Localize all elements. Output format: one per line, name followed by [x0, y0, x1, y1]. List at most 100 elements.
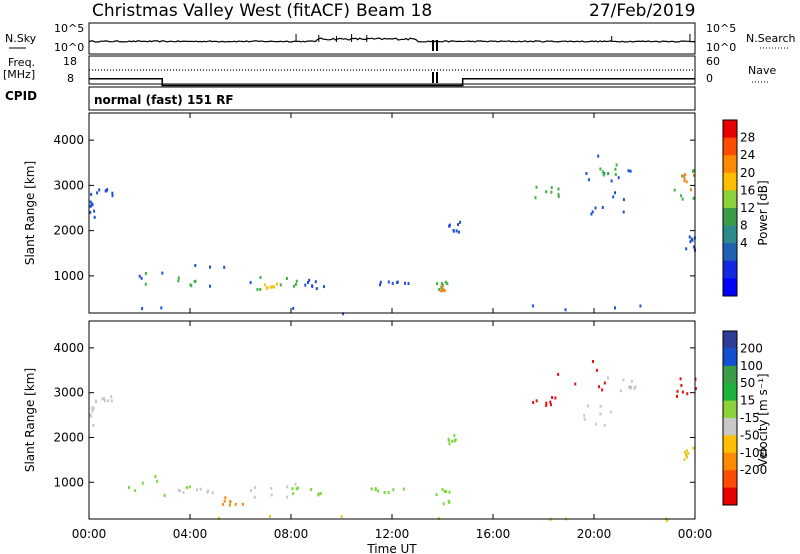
- colorbar-swatch: [723, 487, 737, 506]
- colorbar-swatch: [723, 365, 737, 384]
- range-gate-cell: [275, 282, 278, 286]
- colorbar-swatch: [723, 331, 737, 349]
- range-gate-cell: [612, 195, 615, 199]
- range-gate-cell: [103, 399, 106, 403]
- range-gate-cell: [295, 487, 298, 491]
- range-gate-cell: [103, 397, 105, 400]
- range-gate-cell: [692, 196, 695, 200]
- noise-spikes: [295, 34, 691, 42]
- range-gate-cell: [391, 281, 394, 285]
- range-gate-cell: [457, 223, 459, 227]
- range-gate-cell: [387, 491, 390, 494]
- range-gate-cell: [286, 485, 289, 489]
- x-tick-label: 00:00: [72, 527, 107, 541]
- range-gate-cell: [583, 417, 586, 421]
- colorbar-swatch: [723, 260, 737, 279]
- colorbar-swatch: [723, 137, 737, 156]
- y-tick-label: 1000: [53, 475, 84, 489]
- range-gate-cell: [453, 434, 456, 437]
- range-gate-cell: [681, 174, 684, 178]
- power-scatter: [89, 154, 696, 316]
- range-gate-cell: [594, 206, 597, 210]
- range-gate-cell: [686, 455, 689, 459]
- colorbar-tick-label: 15: [740, 394, 755, 408]
- colorbar-swatch: [723, 348, 737, 367]
- range-gate-cell: [602, 173, 605, 177]
- freq-label-top: Freq.: [8, 56, 35, 69]
- time-x-ticks: 00:00 04:00 08:00 12:00 16:00 20:00 00:00: [72, 113, 713, 541]
- range-gate-cell: [435, 493, 438, 497]
- range-gate-cell: [444, 280, 447, 284]
- colorbar-tick-label: 28: [740, 131, 755, 145]
- range-gate-cell: [379, 280, 382, 284]
- colorbar-tick-label: 200: [740, 341, 763, 355]
- range-gate-cell: [549, 400, 552, 404]
- range-gate-cell: [601, 206, 604, 209]
- colorbar-tick-label: -100: [740, 446, 767, 460]
- range-gate-cell: [597, 154, 600, 158]
- range-gate-cell: [91, 409, 94, 413]
- y-tick-label: 4000: [53, 133, 84, 147]
- range-gate-cell: [587, 178, 590, 182]
- range-gate-cell: [140, 276, 143, 280]
- range-gate-cell: [229, 500, 232, 504]
- power-colorbar: 28 24 20 16 12 8 4: [722, 119, 755, 297]
- range-gate-cell: [392, 488, 395, 492]
- colorbar-swatch: [723, 278, 737, 297]
- colorbar-swatch: [723, 190, 737, 209]
- x-tick-label: 08:00: [274, 527, 309, 541]
- range-gate-cell: [459, 220, 461, 224]
- range-gate-cell: [141, 307, 144, 311]
- range-gate-cell: [557, 187, 560, 191]
- range-gate-cell: [315, 287, 318, 291]
- range-gate-cell: [443, 489, 446, 493]
- range-gate-cell: [557, 192, 560, 196]
- range-gate-cell: [224, 496, 227, 500]
- range-gate-cell: [304, 283, 307, 287]
- range-gate-cell: [144, 272, 147, 275]
- colorbar-frame: [722, 330, 738, 506]
- y-tick-label: 3000: [53, 386, 84, 400]
- range-gate-cell: [447, 438, 450, 442]
- range-gate-cell: [110, 399, 113, 403]
- noise-left-label: N.Sky: [5, 32, 37, 45]
- colorbar-swatch: [723, 243, 737, 262]
- range-gate-cell: [688, 235, 691, 239]
- range-gate-cell: [681, 390, 684, 394]
- range-gate-cell: [692, 245, 695, 249]
- colorbar-tick-label: -200: [740, 463, 767, 477]
- range-gate-cell: [622, 198, 625, 202]
- range-gate-cell: [141, 481, 144, 485]
- range-gate-cell: [690, 188, 692, 192]
- range-gate-cell: [694, 387, 697, 391]
- colorbar-tick-label: 4: [740, 236, 748, 250]
- range-gate-cell: [107, 399, 110, 403]
- nave-label: Nave: [748, 64, 776, 77]
- range-gate-cell: [253, 495, 256, 499]
- colorbar-tick-label: 100: [740, 359, 763, 373]
- range-gate-cell: [110, 395, 113, 399]
- range-gate-cell: [599, 404, 602, 408]
- range-gate-cell: [692, 446, 695, 450]
- range-gate-cell: [545, 190, 548, 194]
- range-gate-cell: [685, 180, 688, 184]
- range-gate-cell: [89, 200, 92, 204]
- range-gate-cell: [292, 306, 295, 310]
- range-gate-cell: [535, 185, 538, 189]
- range-gate-cell: [259, 287, 262, 291]
- x-tick-label: 00:00: [678, 527, 713, 541]
- colorbar-tick-label: 50: [740, 376, 755, 390]
- range-gate-cell: [615, 163, 618, 167]
- colorbar-tick-label: 24: [740, 148, 755, 162]
- range-gate-cell: [222, 502, 225, 506]
- range-gate-cell: [209, 265, 211, 269]
- range-gate-cell: [402, 487, 405, 491]
- range-gate-cell: [209, 284, 211, 288]
- range-gate-cell: [294, 283, 297, 286]
- frequency-series: [89, 78, 695, 87]
- range-gate-cell: [234, 502, 237, 506]
- range-gate-cell: [228, 503, 231, 507]
- range-gate-cell: [407, 282, 410, 285]
- range-gate-cell: [138, 274, 141, 278]
- beam-title: Beam 18: [356, 1, 432, 21]
